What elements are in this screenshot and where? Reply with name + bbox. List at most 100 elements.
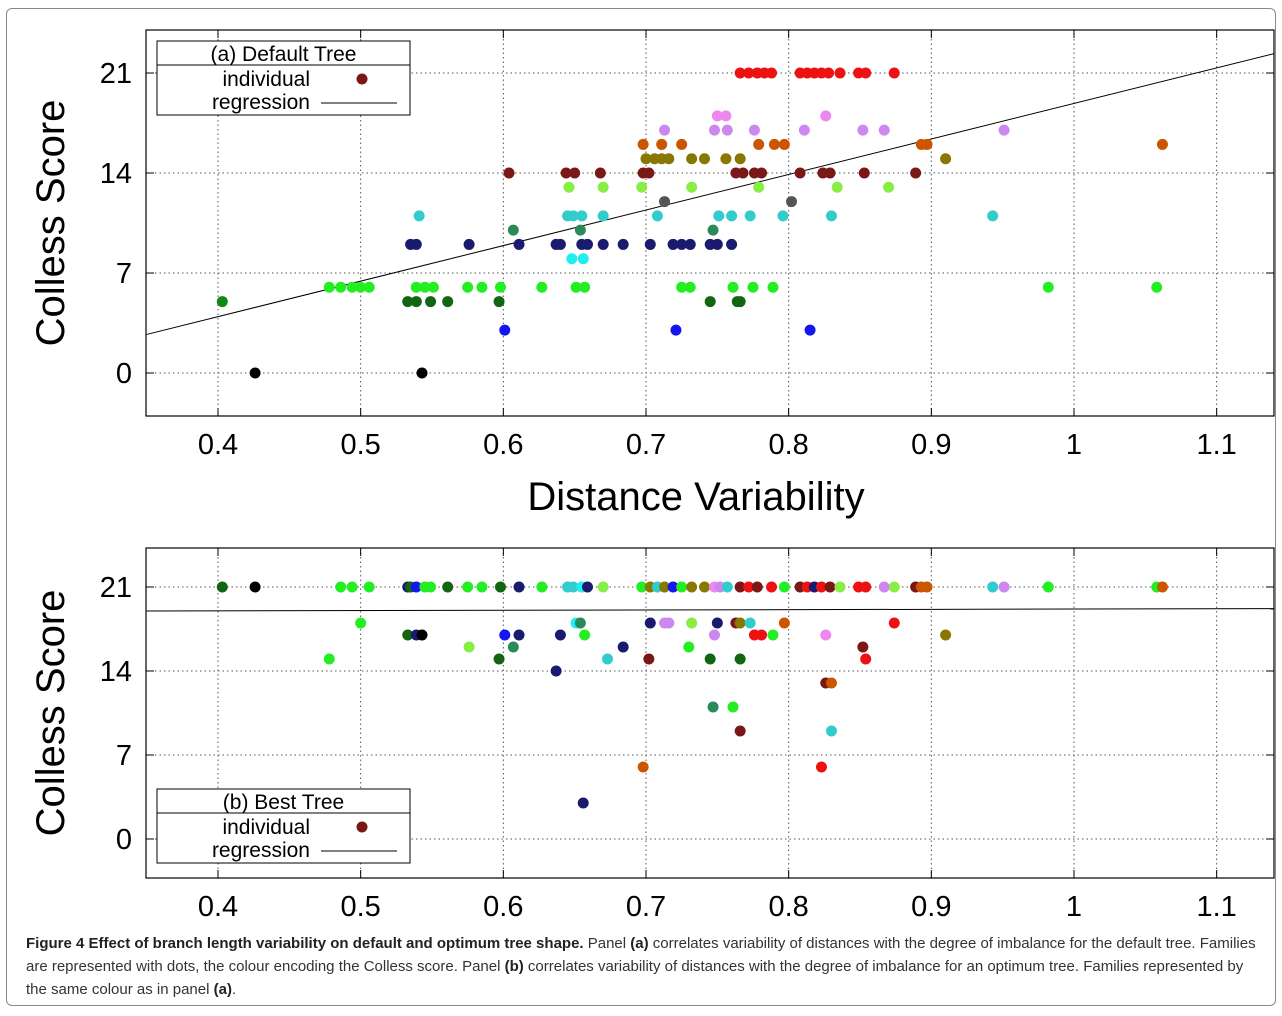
data-point: [667, 238, 679, 250]
data-point: [786, 196, 798, 208]
data-point: [734, 617, 746, 629]
data-point: [643, 653, 655, 665]
data-point: [617, 238, 629, 250]
legend-box: [156, 788, 411, 864]
x-tick-label: 0.4: [198, 429, 238, 461]
data-point: [442, 296, 454, 308]
caption-label: Figure 4 Effect of branch length variabi…: [26, 935, 584, 952]
data-point: [720, 153, 732, 165]
data-point: [637, 138, 649, 150]
x-tick-label: 0.6: [483, 891, 523, 923]
data-point: [778, 617, 790, 629]
data-point: [686, 181, 698, 193]
data-point: [858, 167, 870, 179]
data-point: [987, 210, 999, 222]
data-point: [686, 581, 698, 593]
data-point: [569, 167, 581, 179]
data-point: [355, 281, 367, 293]
data-point: [579, 629, 591, 641]
points: [216, 67, 1168, 379]
data-point: [410, 296, 422, 308]
data-point: [507, 641, 519, 653]
data-point: [644, 617, 656, 629]
data-point: [636, 581, 648, 593]
data-point: [778, 581, 790, 593]
caption-text-3: correlates variability of distances with…: [26, 958, 1244, 998]
y-tick-label: 21: [100, 58, 132, 90]
data-point: [686, 617, 698, 629]
data-point: [825, 677, 837, 689]
data-point: [824, 167, 836, 179]
data-point: [577, 253, 589, 265]
data-point: [713, 210, 725, 222]
data-point: [878, 124, 890, 136]
data-point: [987, 581, 999, 593]
points: [216, 581, 1168, 809]
data-point: [778, 138, 790, 150]
data-point: [698, 581, 710, 593]
data-point: [825, 725, 837, 737]
data-point: [563, 181, 575, 193]
data-point: [413, 210, 425, 222]
data-point: [323, 281, 335, 293]
data-point: [708, 629, 720, 641]
data-point: [363, 281, 375, 293]
caption-ref-a1: (a): [630, 935, 649, 952]
data-point: [427, 281, 439, 293]
data-point: [363, 581, 375, 593]
y-axis-label: Colless Score: [29, 590, 73, 837]
data-point: [419, 281, 431, 293]
data-point: [756, 629, 768, 641]
data-point: [727, 281, 739, 293]
data-point: [831, 181, 843, 193]
data-point: [640, 153, 652, 165]
data-point: [582, 581, 594, 593]
data-point: [410, 581, 422, 593]
data-point: [536, 581, 548, 593]
data-point: [410, 238, 422, 250]
panel-b: 0.4 0.5 0.6 0.7 0.8 0.9 1 1.1 0 7 14 21 Colless Scor…: [29, 547, 1275, 923]
data-point: [462, 581, 474, 593]
data-point: [493, 296, 505, 308]
data-point: [888, 617, 900, 629]
data-point: [857, 124, 869, 136]
plot-frame: [145, 547, 1275, 879]
regression-line: [146, 608, 1274, 612]
data-point: [820, 629, 832, 641]
data-point: [1042, 281, 1054, 293]
data-point: [667, 581, 679, 593]
data-point: [323, 653, 335, 665]
data-point: [597, 581, 609, 593]
data-point: [734, 296, 746, 308]
y-tick-label: 21: [100, 572, 132, 604]
data-point: [402, 629, 414, 641]
data-point: [416, 367, 428, 379]
data-point: [768, 138, 780, 150]
data-point: [747, 281, 759, 293]
legend-title: (b) Best Tree: [223, 791, 344, 814]
data-point: [402, 296, 414, 308]
data-point: [416, 629, 428, 641]
data-point: [698, 153, 710, 165]
data-point: [766, 581, 778, 593]
data-point: [825, 210, 837, 222]
data-point: [536, 281, 548, 293]
data-point: [554, 238, 566, 250]
data-point: [663, 153, 675, 165]
x-tick-label: 1.1: [1197, 429, 1237, 461]
data-point: [410, 281, 422, 293]
x-tick-label: 0.8: [769, 891, 809, 923]
caption-ref-b1: (b): [504, 958, 524, 975]
data-point: [601, 653, 613, 665]
data-point: [579, 281, 591, 293]
data-point: [686, 153, 698, 165]
y-tick-label: 14: [100, 158, 132, 190]
legend-marker-individual: [356, 821, 368, 833]
data-point: [834, 67, 846, 79]
panel-a: 0.4 0.5 0.6 0.7 0.8 0.9 1 1.1 0 7 14 21 Colless Scor…: [29, 29, 1275, 519]
data-point: [676, 138, 688, 150]
x-tick-label: 0.7: [626, 429, 666, 461]
data-point: [355, 617, 367, 629]
data-point: [499, 629, 511, 641]
data-point: [704, 653, 716, 665]
